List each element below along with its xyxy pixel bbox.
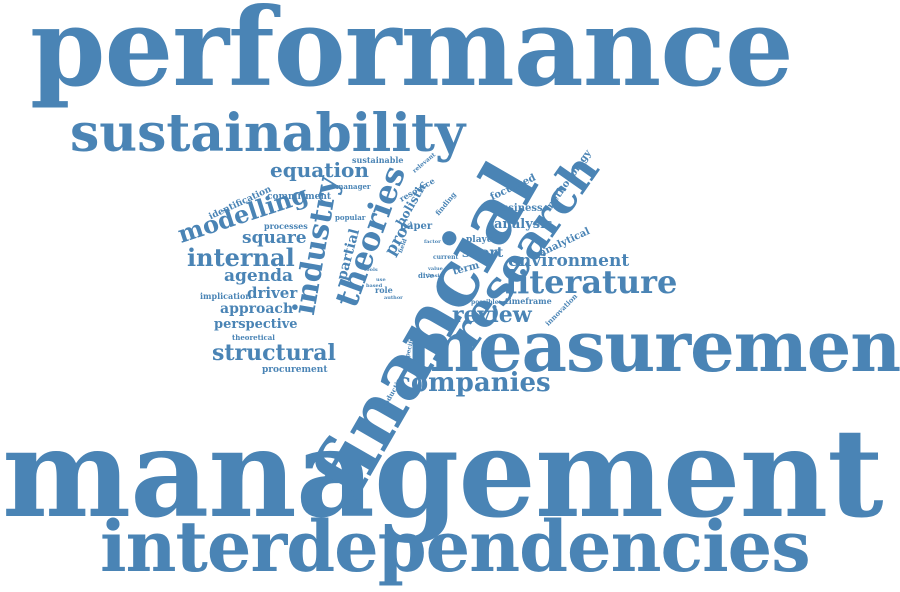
word-based: based: [366, 283, 383, 289]
word-popular: popular: [335, 213, 366, 222]
word-literature: literature: [505, 263, 678, 301]
word-performance: performance: [30, 0, 794, 111]
word-author: author: [384, 295, 403, 301]
word-commitment: commitment: [267, 192, 332, 202]
word-manager: manager: [336, 182, 371, 191]
word-timeframe: timeframe: [505, 296, 552, 306]
word-companies: companies: [395, 368, 551, 398]
word-paper: paper: [400, 221, 433, 232]
word-review: review: [452, 302, 532, 328]
word-approach: approach: [220, 301, 294, 317]
word-interdependencies: interdependencies: [100, 505, 811, 588]
word-basis: basis: [428, 273, 443, 279]
word-analysis: analysis: [494, 217, 553, 232]
word-processes: processes: [264, 221, 308, 231]
word-sustainability: sustainability: [70, 103, 466, 164]
word-procurement: procurement: [262, 365, 328, 375]
word-dive: dive: [418, 271, 435, 280]
word-driver: driver: [247, 284, 298, 302]
word-short: short: [462, 245, 504, 261]
word-equation: equation: [270, 158, 369, 182]
word-tools: tools: [364, 267, 378, 273]
word-theoretical: theoretical: [232, 333, 275, 342]
word-measurement: measurement: [405, 305, 900, 388]
word-played: played: [466, 235, 499, 245]
word-sustainable: sustainable: [352, 155, 404, 165]
word-management: management: [2, 401, 884, 545]
word-structural: structural: [212, 340, 336, 366]
word-agenda: agenda: [224, 266, 293, 286]
word-perspective: perspective: [214, 317, 298, 332]
word-value: value: [428, 266, 443, 272]
word-use: use: [376, 277, 386, 283]
word-possible: possible: [471, 299, 499, 306]
word-internal: internal: [187, 243, 295, 272]
word-factor: factor: [424, 239, 441, 245]
word-environment: environment: [508, 251, 630, 271]
word-current: current: [433, 254, 459, 261]
word-square: square: [242, 228, 307, 248]
word-role: role: [375, 285, 393, 295]
word-implication: implication: [200, 291, 252, 301]
word-business: business: [494, 203, 543, 214]
